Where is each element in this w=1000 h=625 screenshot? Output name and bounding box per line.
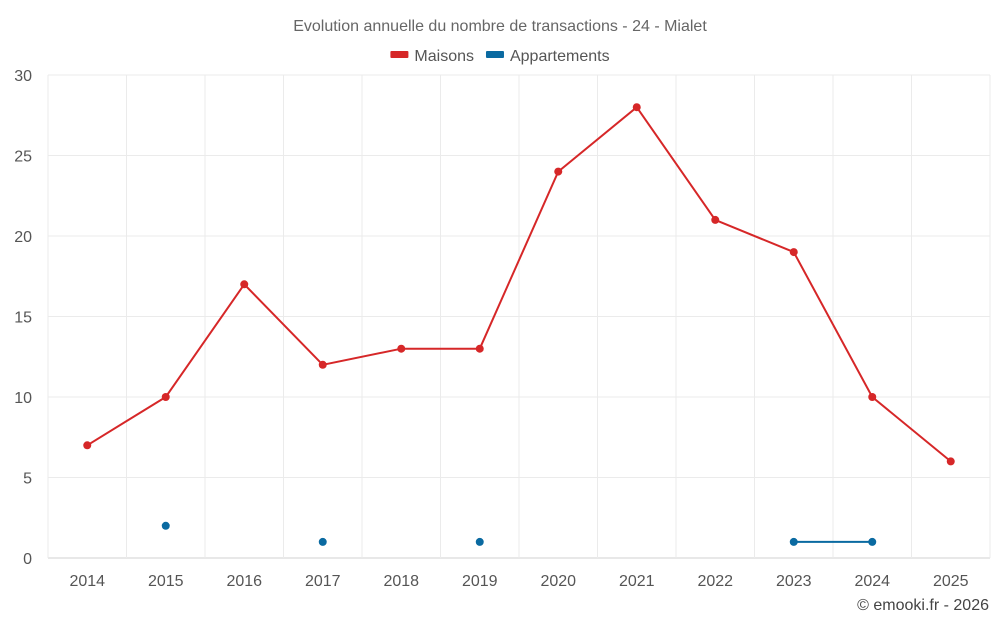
data-point[interactable] [789, 537, 798, 546]
data-point[interactable] [397, 344, 406, 353]
x-tick-label: 2014 [69, 573, 105, 590]
series-maisons [83, 103, 955, 466]
series-layer [83, 103, 955, 546]
legend-swatch [390, 51, 409, 58]
legend-label: Maisons [414, 48, 474, 65]
series-line [86, 105, 952, 463]
y-tick-label: 30 [14, 68, 32, 85]
data-point[interactable] [946, 457, 955, 466]
legend: Maisons Appartements [390, 48, 610, 65]
data-point[interactable] [475, 344, 484, 353]
x-tick-label: 2016 [226, 573, 262, 590]
data-point[interactable] [711, 215, 720, 224]
credit-text: © emooki.fr - 2026 [857, 597, 989, 614]
y-tick-label: 20 [14, 229, 32, 246]
x-tick-label: 2017 [305, 573, 341, 590]
legend-label: Appartements [510, 48, 610, 65]
y-tick-label: 10 [14, 390, 32, 407]
y-tick-label: 25 [14, 149, 32, 166]
data-point[interactable] [632, 103, 641, 112]
x-tick-label: 2019 [462, 573, 498, 590]
data-point[interactable] [318, 537, 327, 546]
x-tick-label: 2022 [697, 573, 733, 590]
x-tick-label: 2015 [148, 573, 184, 590]
y-tick-label: 15 [14, 310, 32, 327]
y-axis: 0 5 10 15 20 25 30 [14, 68, 32, 568]
x-axis: 2014 2015 2016 2017 2018 2019 2020 2021 2022 2023… [69, 573, 968, 590]
y-tick-label: 5 [23, 471, 32, 488]
grid [47, 74, 991, 559]
data-point[interactable] [161, 521, 170, 530]
x-tick-label: 2024 [854, 573, 890, 590]
legend-swatch [485, 51, 504, 58]
data-point[interactable] [318, 360, 327, 369]
y-tick-label: 0 [23, 551, 32, 568]
x-tick-label: 2025 [933, 573, 969, 590]
data-point[interactable] [554, 167, 563, 176]
data-point[interactable] [868, 393, 877, 401]
data-point[interactable] [475, 537, 484, 546]
data-point[interactable] [161, 393, 170, 401]
x-tick-label: 2020 [540, 573, 576, 590]
chart-title: Evolution annuelle du nombre de transact… [293, 18, 707, 35]
x-tick-label: 2021 [619, 573, 655, 590]
x-tick-label: 2023 [776, 573, 812, 590]
data-point[interactable] [240, 280, 249, 289]
data-point[interactable] [868, 537, 877, 546]
series-appartements [161, 521, 877, 546]
x-tick-label: 2018 [383, 573, 419, 590]
data-point[interactable] [789, 248, 798, 257]
data-point[interactable] [83, 441, 92, 450]
